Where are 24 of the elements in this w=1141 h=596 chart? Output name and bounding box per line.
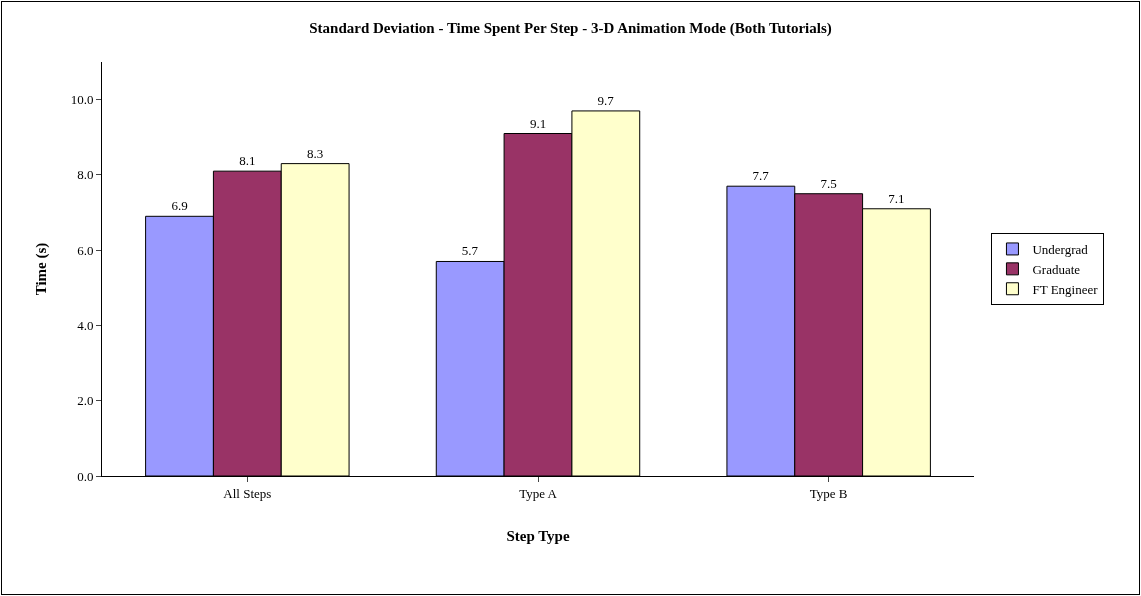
legend-label: Graduate [1032,261,1081,277]
data-label: 8.1 [239,153,256,169]
chart-title: Standard Deviation - Time Spent Per Step - 3-D Animation Mode (Both Tutorials) [309,20,832,38]
y-tick-label: 0.0 [77,468,94,484]
x-tick-label: Type A [519,485,558,501]
data-label: 5.7 [461,243,479,259]
data-label: 9.1 [529,115,547,131]
y-tick-label: 8.0 [77,167,94,183]
y-tick-label: 6.0 [77,242,94,258]
data-label: 7.1 [888,190,905,206]
x-tick-label: All Steps [223,485,272,501]
legend-label: FT Engineer [1032,281,1099,297]
legend-label: Undergrad [1032,242,1089,258]
data-label: 8.3 [307,145,324,161]
x-tick-label: Type B [809,485,848,501]
data-label: 6.9 [171,198,188,214]
data-label: 9.7 [597,92,615,108]
x-axis-title: Step Type [506,527,570,544]
data-label: 7.7 [752,168,770,184]
y-axis-title: Time (s) [32,242,50,296]
y-tick-label: 4.0 [77,318,94,333]
y-tick-label: 10.0 [70,92,94,108]
y-tick-label: 2.0 [77,393,94,409]
data-label: 7.5 [820,175,837,191]
